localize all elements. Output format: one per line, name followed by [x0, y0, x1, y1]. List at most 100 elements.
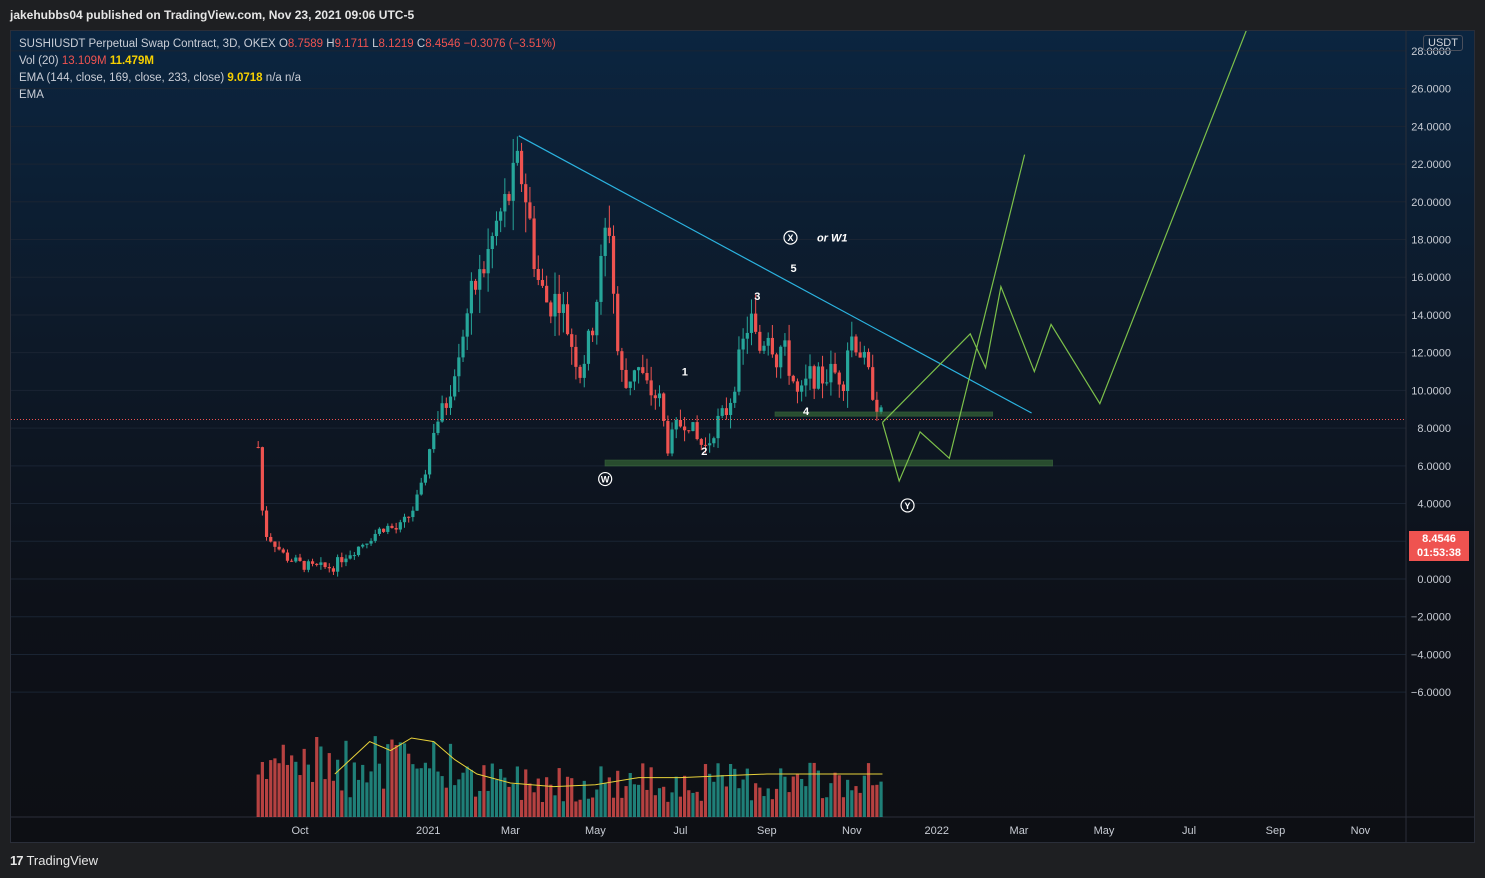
volume-bar: [507, 786, 511, 817]
tradingview-logo-icon: 17: [10, 853, 24, 868]
wave-label: W: [601, 475, 610, 485]
candle-body: [511, 162, 515, 201]
volume-bar: [728, 764, 733, 817]
volume-bar: [762, 796, 766, 817]
currency-unit-button[interactable]: USDT: [1423, 35, 1463, 51]
candle-body: [871, 367, 875, 400]
volume-bar: [837, 775, 841, 817]
volume-bar: [457, 779, 461, 817]
candle-body: [804, 378, 808, 386]
candle-body: [662, 393, 666, 421]
candle-body: [616, 293, 620, 352]
volume-bar: [586, 798, 591, 817]
candle-body: [595, 301, 599, 336]
volume-bar: [695, 791, 699, 817]
candle-body: [528, 202, 532, 219]
candle-body: [875, 399, 879, 412]
volume-bar: [532, 792, 536, 817]
volume-bar: [336, 759, 340, 817]
publisher-text: jakehubbs04 published on TradingView.com…: [10, 8, 415, 22]
x-tick-label: Mar: [501, 825, 520, 837]
legend-symbol[interactable]: SUSHIUSDT Perpetual Swap Contract, 3D, O…: [19, 38, 276, 50]
candle-body: [674, 419, 678, 430]
candle-body: [356, 546, 361, 556]
volume-bar: [453, 785, 457, 817]
volume-bar: [791, 776, 795, 817]
candle-body: [419, 482, 423, 495]
volume-bar: [524, 769, 528, 817]
volume-bar: [620, 797, 624, 817]
candle-body: [453, 376, 457, 397]
candle-body: [336, 557, 340, 572]
volume-bar: [800, 778, 804, 817]
wave-label: or W1: [817, 233, 848, 245]
volume-bar: [737, 788, 741, 817]
volume-bar: [436, 771, 440, 817]
volume-bar: [607, 777, 611, 817]
candle-body: [666, 420, 670, 454]
tradingview-logo[interactable]: 17 TradingView: [10, 853, 98, 868]
projection-path-long: [882, 31, 1247, 423]
volume-bar: [515, 766, 519, 817]
volume-bar: [582, 780, 586, 817]
volume-bar: [854, 786, 858, 817]
volume-bar: [545, 777, 549, 817]
volume-bar: [611, 797, 616, 817]
volume-bar: [858, 792, 862, 817]
candle-body: [670, 429, 674, 454]
legend-low: 8.1219: [378, 38, 414, 50]
x-tick-label: May: [585, 825, 606, 837]
candle-body: [691, 422, 695, 432]
volume-bar: [331, 780, 336, 817]
candle-body: [570, 334, 574, 347]
candle-body: [578, 366, 582, 378]
candle-body: [603, 227, 607, 256]
projection-path-short: [881, 154, 1026, 483]
candle-body: [787, 340, 791, 376]
candle-body: [829, 363, 833, 383]
chart-pane[interactable]: 34.000032.000030.000028.000026.000024.00…: [10, 30, 1475, 843]
candle-body: [310, 561, 315, 564]
legend-ema-value: 9.0718: [227, 72, 263, 84]
volume-bar: [511, 784, 515, 817]
volume-bar: [519, 799, 524, 817]
y-tick-label: 0.0000: [1417, 574, 1451, 586]
candle-body: [837, 372, 841, 385]
volume-bar: [816, 770, 820, 817]
candle-body: [841, 384, 846, 392]
price-chart[interactable]: 34.000032.000030.000028.000026.000024.00…: [11, 31, 1475, 843]
volume-bar: [670, 792, 674, 817]
y-tick-label: 4.0000: [1417, 499, 1451, 511]
volume-bar: [733, 768, 737, 817]
legend-volume-label[interactable]: Vol (20): [19, 55, 59, 67]
legend-close: 8.4546: [425, 38, 461, 50]
wave-label: Y: [905, 501, 911, 511]
candle-body: [800, 385, 804, 392]
candle-body: [812, 366, 816, 389]
wave-label: 1: [682, 367, 688, 379]
volume-bar: [553, 795, 557, 817]
candle-body: [540, 279, 545, 286]
candle-body: [369, 540, 373, 544]
volume-bar: [382, 788, 386, 817]
volume-bar: [473, 796, 478, 817]
candle-body: [879, 407, 883, 412]
volume-bar: [373, 736, 377, 817]
candle-body: [361, 544, 365, 547]
candle-body: [436, 421, 440, 433]
candle-body: [415, 494, 419, 511]
candle-body: [444, 403, 448, 408]
y-tick-label: 20.0000: [1411, 197, 1451, 209]
legend-ema-label[interactable]: EMA (144, close, 169, close, 233, close): [19, 72, 225, 84]
volume-bar: [808, 762, 812, 817]
volume-bar: [565, 776, 570, 817]
x-tick-label: Nov: [1351, 825, 1371, 837]
volume-bar: [260, 761, 264, 817]
candle-body: [695, 422, 699, 440]
candle-body: [816, 366, 820, 389]
x-tick-label: Jul: [1182, 825, 1196, 837]
x-tick-label: 2021: [416, 825, 440, 837]
volume-bar: [323, 779, 327, 817]
candle-body: [398, 522, 402, 530]
legend-ema2-label[interactable]: EMA: [19, 89, 44, 101]
